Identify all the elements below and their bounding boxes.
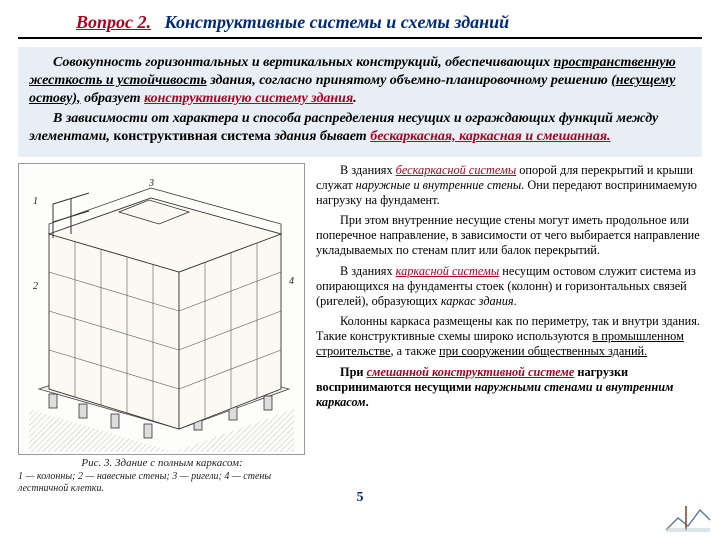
building-diagram-svg: 1 3 2 4 [19, 164, 304, 454]
figure-caption-title: Рис. 3. Здание с полным каркасом: [18, 457, 306, 470]
title-text: Конструктивные системы и схемы зданий [156, 12, 510, 32]
svg-text:3: 3 [148, 178, 154, 189]
para-beskarkas-1: В зданиях бескаркасной системы опорой дл… [316, 163, 702, 208]
slide-title: Вопрос 2. Конструктивные системы и схемы… [76, 12, 702, 33]
intro-box: Совокупность горизонтальных и вертикальн… [18, 47, 702, 157]
para-karkas-1: В зданиях каркасной системы несущим осто… [316, 264, 702, 309]
body-row: 1 3 2 4 Рис. 3. Здание с полным каркасом… [18, 163, 702, 495]
para-karkas-2: Колонны каркаса размещены как по перимет… [316, 314, 702, 359]
slide-page: Вопрос 2. Конструктивные системы и схемы… [0, 0, 720, 540]
svg-text:1: 1 [33, 196, 38, 207]
question-label: Вопрос 2. [76, 12, 151, 32]
figure-column: 1 3 2 4 Рис. 3. Здание с полным каркасом… [18, 163, 306, 495]
para-beskarkas-2: При этом внутренние несущие стены могут … [316, 213, 702, 258]
figure-caption-legend: 1 — колонны; 2 — навесные стены; 3 — риг… [18, 471, 306, 495]
title-divider [18, 37, 702, 39]
svg-text:4: 4 [289, 276, 294, 287]
figure-caption: Рис. 3. Здание с полным каркасом: 1 — ко… [18, 457, 306, 495]
text-column: В зданиях бескаркасной системы опорой дл… [316, 163, 702, 495]
corner-stamp-icon [664, 500, 712, 534]
page-number: 5 [357, 490, 364, 506]
figure-frame: 1 3 2 4 [18, 163, 305, 455]
para-smesh: При смешанной конструктивной системе наг… [316, 365, 702, 410]
intro-paragraph-1: Совокупность горизонтальных и вертикальн… [29, 54, 691, 108]
svg-text:2: 2 [33, 281, 38, 292]
intro-paragraph-2: В зависимости от характера и способа рас… [29, 110, 691, 146]
